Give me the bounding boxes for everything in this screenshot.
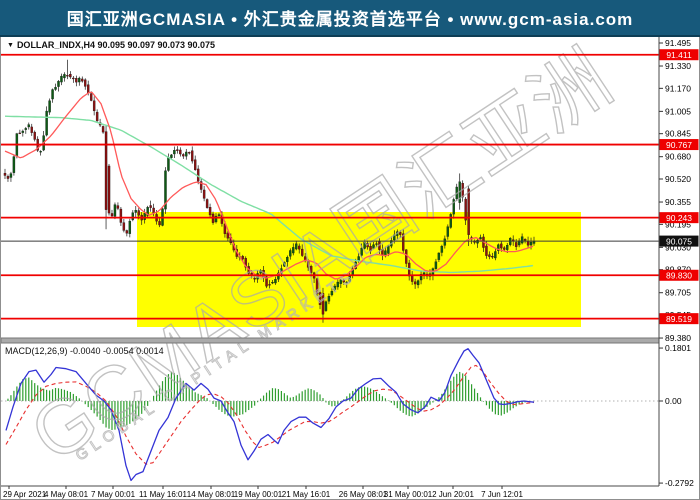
svg-text:89.830: 89.830 <box>666 270 692 280</box>
brand-banner: 国汇亚洲GCMASIA • 外汇贵金属投资首选平台 • www.gcm-asia… <box>0 0 700 37</box>
macd-main-line <box>5 348 535 482</box>
panel-separator[interactable] <box>1 337 660 344</box>
symbol-title: ▼ DOLLAR_INDX,H4 90.095 90.097 90.073 90.… <box>7 40 215 50</box>
svg-text:7 May 00:01: 7 May 00:01 <box>91 490 136 499</box>
svg-text:90.767: 90.767 <box>666 140 692 150</box>
ma-fast-line <box>4 91 534 280</box>
svg-text:90.845: 90.845 <box>665 129 691 139</box>
svg-text:91.170: 91.170 <box>665 83 691 93</box>
price-axis-labels: 91.495 91.330 91.170 91.005 90.845 90.680 90.5… <box>659 38 691 343</box>
symbol-title-text: DOLLAR_INDX,H4 90.095 90.097 90.073 90.0… <box>16 40 216 50</box>
svg-text:90.030: 90.030 <box>665 242 691 252</box>
svg-text:89.870: 89.870 <box>665 265 691 275</box>
level-price-badges: 91.411 90.767 90.243 89.830 89.519 90.075 <box>659 49 699 325</box>
svg-text:11 May 16:01: 11 May 16:01 <box>139 490 187 499</box>
banner-text: 国汇亚洲GCMASIA • 外汇贵金属投资首选平台 • www.gcm-asia… <box>66 10 634 29</box>
svg-text:90.680: 90.680 <box>665 152 691 162</box>
svg-text:89.380: 89.380 <box>665 333 691 343</box>
svg-text:0.00: 0.00 <box>665 396 682 406</box>
svg-text:2 Jun 20:01: 2 Jun 20:01 <box>432 490 474 499</box>
svg-text:89.705: 89.705 <box>665 288 691 298</box>
svg-text:90.243: 90.243 <box>666 213 692 223</box>
svg-text:90.520: 90.520 <box>665 174 691 184</box>
svg-text:31 May 00:01: 31 May 00:01 <box>384 490 433 499</box>
svg-text:14 May 08:01: 14 May 08:01 <box>187 490 236 499</box>
chart-window: GCMASIA国汇亚洲 GLOBAL CAPITAL MARKETS 91.495 9… <box>0 37 700 500</box>
svg-text:-0.2792: -0.2792 <box>665 478 694 488</box>
svg-text:91.495: 91.495 <box>665 38 691 48</box>
svg-text:0.1801: 0.1801 <box>665 343 691 353</box>
svg-text:90.355: 90.355 <box>665 197 691 207</box>
svg-text:4 May 08:01: 4 May 08:01 <box>44 490 89 499</box>
svg-text:29 Apr 2021: 29 Apr 2021 <box>3 490 47 499</box>
macd-axis-labels: 0.1801 0.00 -0.2792 <box>659 343 694 488</box>
svg-text:91.005: 91.005 <box>665 106 691 116</box>
svg-text:89.519: 89.519 <box>666 314 692 324</box>
svg-text:19 May 00:01: 19 May 00:01 <box>234 490 283 499</box>
chart-dropdown-icon[interactable]: ▼ <box>7 42 14 49</box>
svg-text:90.075: 90.075 <box>666 236 692 246</box>
ma-slow-line <box>4 115 534 274</box>
svg-text:91.330: 91.330 <box>665 61 691 71</box>
svg-text:91.411: 91.411 <box>666 50 692 60</box>
svg-text:26 May 08:01: 26 May 08:01 <box>339 490 388 499</box>
macd-indicator-label: MACD(12,26,9) -0.0040 -0.0054 0.0014 <box>5 346 164 356</box>
svg-text:90.195: 90.195 <box>665 219 691 229</box>
svg-text:21 May 16:01: 21 May 16:01 <box>282 490 331 499</box>
svg-text:7 Jun 12:01: 7 Jun 12:01 <box>481 490 523 499</box>
macd-signal-line <box>5 364 535 465</box>
highlight-zone <box>137 212 581 327</box>
price-level-lines <box>1 53 659 320</box>
